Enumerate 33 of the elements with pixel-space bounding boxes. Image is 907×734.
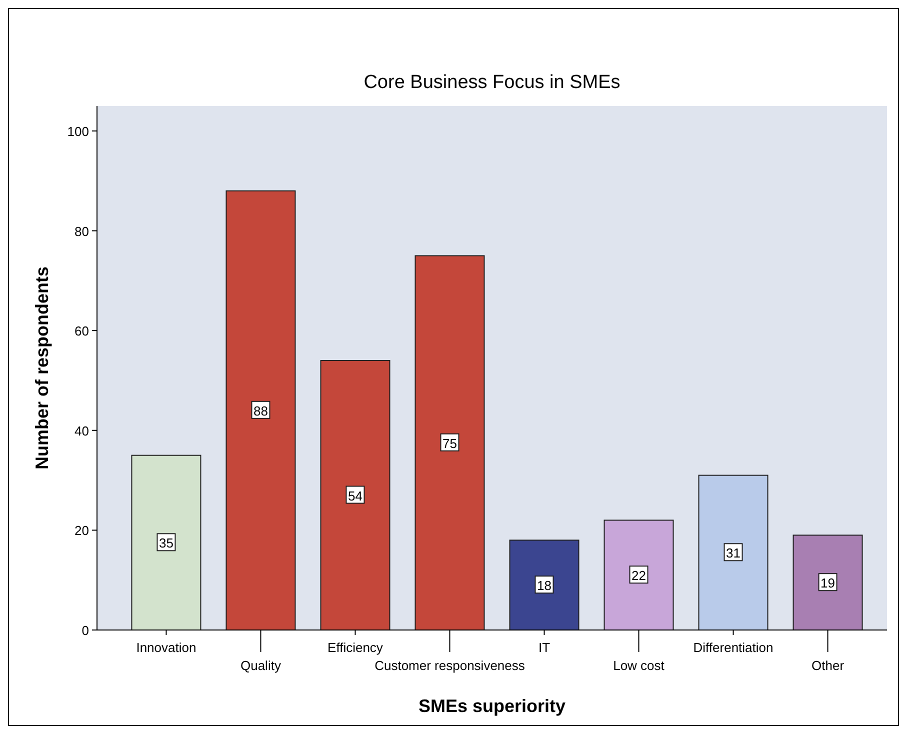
data-label: 19: [820, 576, 836, 591]
chart-title: Core Business Focus in SMEs: [364, 72, 620, 93]
bar: [320, 360, 390, 630]
bar: [414, 255, 485, 630]
data-label: 18: [537, 578, 552, 594]
bar: [226, 190, 296, 630]
x-tick-label: Other: [812, 658, 845, 673]
x-tick-label: Differentiation: [693, 640, 774, 655]
data-label: 75: [442, 436, 457, 451]
x-tick-label: Quality: [240, 658, 282, 673]
y-tick-label: 100: [67, 124, 89, 139]
bar: [509, 540, 580, 630]
y-tick-label: 20: [74, 523, 89, 538]
x-tick-label: Innovation: [136, 640, 196, 655]
data-label: 88: [253, 403, 268, 418]
data-label: 54: [348, 488, 362, 504]
bar: [131, 454, 202, 630]
data-label: 35: [158, 536, 174, 551]
data-label: 31: [726, 546, 741, 561]
x-axis-title: SMEs superiority: [418, 696, 566, 716]
x-tick-label: Efficiency: [328, 640, 384, 655]
y-tick-label: 80: [74, 224, 89, 239]
bar: [698, 474, 768, 630]
x-tick-label: Customer responsiveness: [374, 658, 526, 673]
x-tick-label: IT: [538, 640, 550, 655]
y-tick-label: 0: [82, 623, 89, 638]
y-tick-label: 40: [74, 423, 89, 438]
y-tick-label: 60: [74, 324, 89, 339]
x-tick-label: Low cost: [613, 658, 665, 673]
y-axis-title: Number of respondents: [32, 266, 52, 470]
data-label: 22: [632, 568, 646, 584]
bar: [792, 534, 863, 630]
bar: [604, 520, 674, 630]
